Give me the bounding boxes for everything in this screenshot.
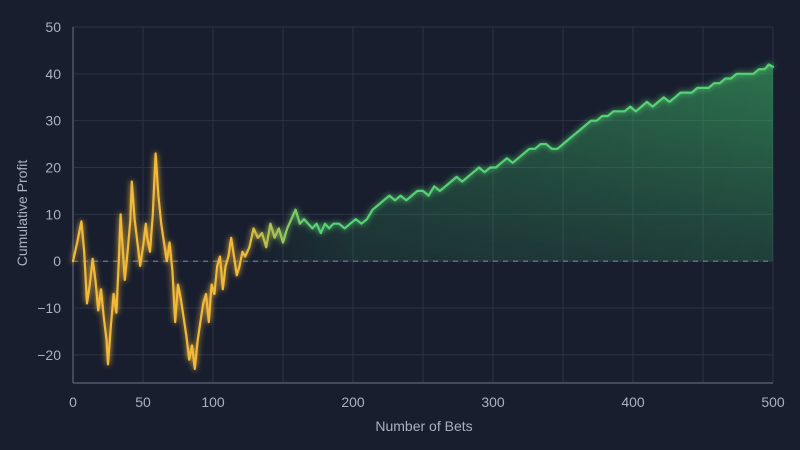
- y-axis-title: Cumulative Profit: [14, 160, 30, 267]
- x-tick-label: 0: [69, 394, 77, 410]
- y-tick-label: −20: [37, 347, 61, 363]
- y-tick-label: 50: [45, 19, 61, 35]
- x-tick-label: 300: [481, 394, 505, 410]
- y-tick-label: 40: [45, 66, 61, 82]
- x-tick-label: 500: [761, 394, 785, 410]
- y-tick-label: 30: [45, 113, 61, 129]
- x-tick-label: 50: [135, 394, 151, 410]
- profit-area-fill: [73, 64, 773, 369]
- profit-area: [73, 64, 773, 369]
- x-tick-label: 100: [201, 394, 225, 410]
- y-tick-label: 0: [53, 253, 61, 269]
- cumulative-profit-line: [71, 63, 775, 370]
- axes: [72, 27, 773, 384]
- y-tick-label: 20: [45, 160, 61, 176]
- x-tick-label: 400: [621, 394, 645, 410]
- x-tick-label: 200: [341, 394, 365, 410]
- x-axis-title: Number of Bets: [375, 418, 472, 434]
- y-tick-label: −10: [37, 300, 61, 316]
- y-tick-label: 10: [45, 206, 61, 222]
- profit-series-line: [71, 63, 775, 370]
